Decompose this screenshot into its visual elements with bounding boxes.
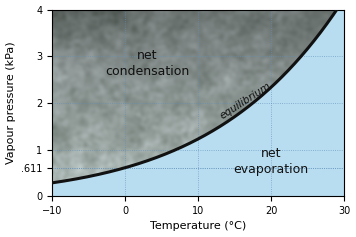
Text: equilibrium: equilibrium — [218, 80, 273, 121]
Y-axis label: Vapour pressure (kPa): Vapour pressure (kPa) — [6, 41, 16, 164]
Text: net
evaporation: net evaporation — [234, 147, 309, 176]
X-axis label: Temperature (°C): Temperature (°C) — [150, 221, 246, 232]
Text: net
condensation: net condensation — [105, 49, 189, 78]
